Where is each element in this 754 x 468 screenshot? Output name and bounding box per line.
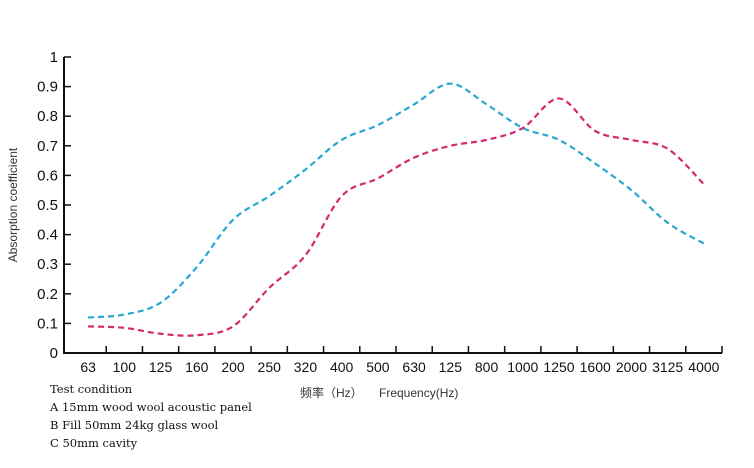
y-tick-label: 0 (50, 345, 58, 362)
y-tick-label: 0.6 (37, 167, 58, 184)
x-tick-label: 250 (258, 359, 282, 375)
notes-line: A 15mm wood wool acoustic panel (50, 400, 252, 414)
y-tick-label: 0.4 (37, 227, 58, 244)
x-tick-label: 160 (185, 359, 209, 375)
series-line-blue (88, 82, 705, 319)
y-tick-label: 0.8 (37, 108, 58, 125)
y-tick-label: 0.9 (37, 79, 58, 96)
x-axis-title: Frequency(Hz) (379, 386, 458, 400)
x-tick-label: 3125 (652, 359, 683, 375)
x-tick-label: 2000 (616, 359, 647, 375)
y-tick-label: 1 (50, 49, 58, 66)
x-tick-label: 500 (366, 359, 390, 375)
y-tick-label: 0.2 (37, 286, 58, 303)
x-tick-label: 200 (221, 359, 245, 375)
y-axis-title: Absorption coefficient (6, 147, 20, 262)
x-tick-label: 630 (402, 359, 426, 375)
y-tick-label: 0.7 (37, 138, 58, 155)
x-tick-label: 1600 (580, 359, 611, 375)
y-tick-label: 0.1 (37, 315, 58, 332)
x-tick-label: 320 (294, 359, 318, 375)
x-tick-label: 100 (113, 359, 137, 375)
x-tick-label: 63 (80, 359, 96, 375)
series-line-pink (88, 97, 705, 337)
x-tick-label: 800 (475, 359, 499, 375)
notes-line: B Fill 50mm 24kg glass wool (50, 418, 219, 432)
x-tick-label: 400 (330, 359, 354, 375)
notes-line: C 50mm cavity (50, 436, 138, 450)
x-tick-label: 1250 (543, 359, 574, 375)
x-tick-label: 1000 (507, 359, 538, 375)
x-tick-label: 4000 (688, 359, 719, 375)
notes-title: Test condition (50, 382, 133, 396)
y-tick-label: 0.3 (37, 256, 58, 273)
x-axis-title-cn: 频率（Hz） (300, 385, 363, 400)
x-tick-label: 125 (149, 359, 173, 375)
y-tick-label: 0.5 (37, 197, 58, 214)
x-tick-label: 125 (439, 359, 463, 375)
test-conditions: Test condition A 15mm wood wool acoustic… (50, 380, 252, 452)
